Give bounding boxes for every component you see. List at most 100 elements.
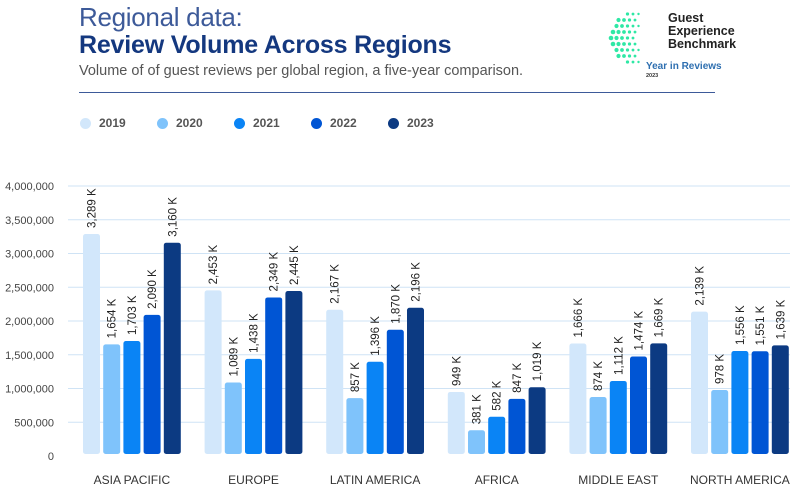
bar-2020 bbox=[103, 344, 121, 454]
data-label: 1,089 K bbox=[228, 337, 240, 377]
bar-2020 bbox=[224, 382, 242, 454]
legend-label: 2022 bbox=[330, 116, 357, 130]
globe-dot bbox=[616, 41, 621, 47]
bar-2019 bbox=[83, 233, 100, 454]
globe-dot bbox=[627, 18, 632, 22]
y-tick-label: 1,500,000 bbox=[5, 350, 54, 362]
globe-dot bbox=[616, 29, 621, 35]
bar-2021 bbox=[123, 341, 141, 454]
data-label: 381 K bbox=[472, 394, 484, 424]
x-category-label: LATIN AMERICA bbox=[330, 473, 420, 487]
globe-dot bbox=[637, 48, 640, 52]
bar-2022 bbox=[265, 297, 283, 454]
globe-dot bbox=[610, 41, 616, 47]
globe-dot bbox=[625, 36, 630, 40]
data-label: 582 K bbox=[492, 380, 504, 410]
bar-2020 bbox=[468, 430, 485, 454]
y-tick-label: 2,000,000 bbox=[5, 316, 54, 328]
bar-2019 bbox=[204, 290, 222, 454]
bar-2019 bbox=[691, 311, 708, 454]
globe-dot bbox=[625, 48, 630, 52]
data-label: 1,019 K bbox=[532, 341, 544, 381]
globe-dot bbox=[633, 18, 637, 22]
y-tick-label: 2,500,000 bbox=[5, 282, 54, 294]
bar-2021 bbox=[245, 358, 262, 454]
logo-year: 2023 bbox=[646, 73, 659, 79]
globe-dot bbox=[622, 18, 626, 22]
globe-dot bbox=[631, 12, 635, 16]
x-category-label: AFRICA bbox=[475, 473, 519, 487]
globe-dot bbox=[625, 12, 630, 16]
bar-2019 bbox=[326, 309, 344, 454]
data-label: 1,551 K bbox=[755, 305, 767, 345]
globe-dot bbox=[637, 60, 640, 64]
globe-dot bbox=[622, 54, 626, 58]
data-label: 2,196 K bbox=[411, 262, 423, 302]
bar-2022 bbox=[386, 329, 404, 454]
data-label: 1,666 K bbox=[573, 298, 585, 338]
bar-2021 bbox=[488, 416, 506, 454]
legend-label: 2019 bbox=[99, 116, 126, 130]
y-tick-label: 500,000 bbox=[14, 417, 54, 429]
globe-dot bbox=[633, 42, 637, 46]
bar-2020 bbox=[346, 398, 364, 454]
globe-dot bbox=[616, 17, 621, 23]
bar-2023 bbox=[163, 242, 181, 454]
bar-2023 bbox=[771, 345, 789, 454]
data-label: 978 K bbox=[715, 354, 727, 384]
y-tick-label: 1,000,000 bbox=[5, 384, 54, 396]
globe-dot bbox=[622, 30, 626, 34]
legend-item-2022: 2022 bbox=[311, 116, 388, 130]
globe-dot bbox=[627, 42, 632, 46]
data-label: 847 K bbox=[512, 362, 524, 392]
data-label: 1,556 K bbox=[735, 305, 747, 345]
globe-dot bbox=[625, 60, 630, 64]
legend-item-2020: 2020 bbox=[157, 116, 234, 130]
dotted-globe-icon bbox=[608, 12, 640, 64]
legend-label: 2023 bbox=[407, 116, 434, 130]
y-tick-label: 4,000,000 bbox=[5, 181, 54, 193]
data-label: 2,139 K bbox=[695, 266, 707, 306]
logo-line-2: Experience bbox=[668, 24, 735, 38]
bar-2020 bbox=[589, 397, 607, 454]
bar-2019 bbox=[447, 391, 465, 454]
globe-dot bbox=[614, 23, 619, 29]
globe-dot bbox=[614, 47, 619, 53]
chart-kicker: Regional data: bbox=[79, 2, 243, 32]
globe-dot bbox=[627, 54, 632, 58]
legend-label: 2021 bbox=[253, 116, 280, 130]
bar-2023 bbox=[528, 387, 546, 454]
globe-dot bbox=[622, 42, 626, 46]
bar-2021 bbox=[366, 361, 384, 454]
globe-dot bbox=[620, 24, 624, 28]
data-label: 2,349 K bbox=[269, 251, 281, 291]
chart-subtitle: Volume of of guest reviews per global re… bbox=[79, 63, 524, 79]
data-label: 1,669 K bbox=[654, 297, 666, 337]
data-label: 2,167 K bbox=[330, 264, 342, 304]
y-tick-label: 3,000,000 bbox=[5, 249, 54, 261]
bar-2021 bbox=[731, 350, 749, 454]
x-category-label: MIDDLE EAST bbox=[578, 473, 659, 487]
data-label: 2,453 K bbox=[208, 244, 220, 284]
data-label: 1,474 K bbox=[634, 311, 646, 351]
legend-swatch bbox=[80, 117, 91, 129]
data-label: 857 K bbox=[350, 362, 362, 392]
legend-swatch bbox=[311, 117, 322, 129]
globe-dot bbox=[620, 48, 624, 52]
data-label: 1,396 K bbox=[370, 316, 382, 356]
legend-item-2021: 2021 bbox=[234, 116, 311, 130]
data-label: 3,160 K bbox=[167, 197, 179, 237]
y-tick-label: 3,500,000 bbox=[5, 215, 54, 227]
data-label: 1,870 K bbox=[390, 284, 402, 324]
globe-dot bbox=[614, 35, 619, 41]
data-label: 3,289 K bbox=[87, 188, 99, 228]
chart-title: Review Volume Across Regions bbox=[79, 31, 452, 59]
y-tick-label: 0 bbox=[48, 451, 54, 463]
x-category-label: EUROPE bbox=[228, 473, 279, 487]
bar-2022 bbox=[751, 351, 769, 454]
globe-dot bbox=[631, 24, 635, 28]
logo-line-1: Guest bbox=[668, 11, 704, 25]
bar-2019 bbox=[569, 343, 587, 454]
bar-2022 bbox=[630, 356, 647, 454]
